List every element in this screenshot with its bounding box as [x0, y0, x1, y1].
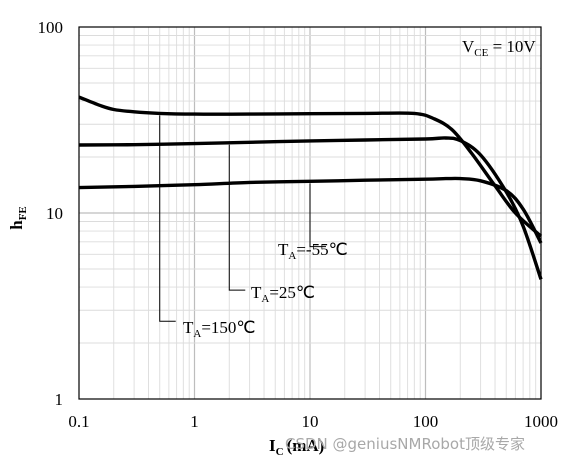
y-tick-label: 100 [38, 18, 64, 37]
y-axis-label: hFE [7, 206, 29, 230]
series-label-minus55c: TA=-55℃ [278, 240, 348, 262]
annotation-leader-2 [309, 183, 326, 248]
annotation-leader-1 [228, 144, 246, 291]
x-tick-label: 1000 [524, 412, 558, 431]
x-tick-label: 10 [302, 412, 319, 431]
grid-lines [79, 27, 541, 399]
x-tick-label: 1 [190, 412, 199, 431]
x-tick-label: 0.1 [68, 412, 89, 431]
annotation-leader-0 [159, 115, 176, 322]
x-axis-label: IC (mA) [269, 436, 324, 458]
series-group [78, 95, 543, 280]
plot-frame [78, 26, 542, 400]
y-tick-label: 1 [55, 390, 64, 409]
watermark: CSDN @geniusNMRobot顶级专家 [285, 435, 525, 453]
y-tick-label: 10 [46, 204, 63, 223]
condition-label: VCE = 10V [462, 37, 536, 59]
series-label-150c: TA=150℃ [183, 318, 256, 340]
annotation-leaders [159, 115, 326, 322]
x-tick-label: 100 [413, 412, 439, 431]
series-line-0 [78, 95, 543, 238]
series-line-2 [78, 176, 543, 244]
series-label-25c: TA=25℃ [251, 283, 315, 305]
